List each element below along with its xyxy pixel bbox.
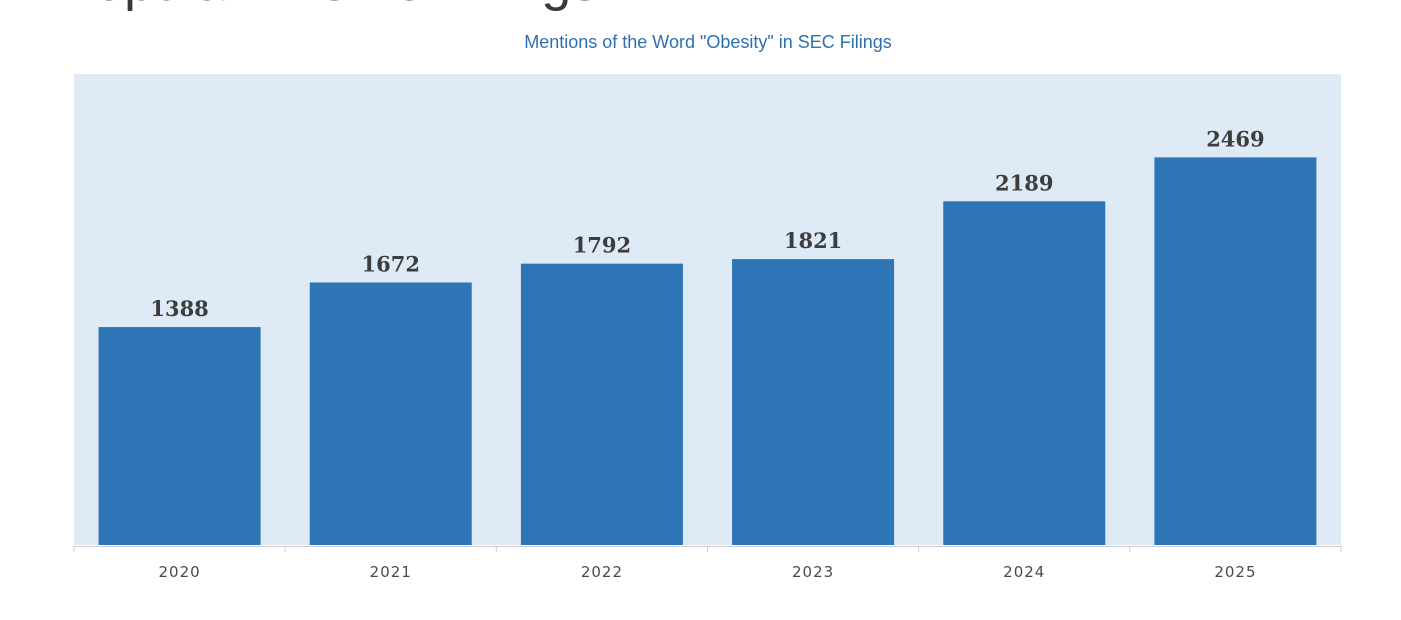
bar-2021 bbox=[309, 282, 472, 545]
bar-2024 bbox=[943, 201, 1106, 545]
bar-2022 bbox=[520, 263, 683, 545]
bar-labels-group: 1388 1672 1792 1821 2189 2469 bbox=[150, 126, 1264, 321]
bar-value-label-2021: 1672 bbox=[362, 251, 420, 276]
x-tick-label-2021: 2021 bbox=[370, 563, 412, 581]
bar-value-label-2025: 2469 bbox=[1206, 126, 1264, 151]
bar-2020 bbox=[98, 327, 261, 545]
bar-value-label-2022: 1792 bbox=[573, 233, 631, 258]
x-tick-label-2023: 2023 bbox=[792, 563, 834, 581]
plot-background bbox=[74, 74, 1341, 545]
bar-value-label-2024: 2189 bbox=[995, 170, 1053, 195]
chart-title: Mentions of the Word "Obesity" in SEC Fi… bbox=[524, 32, 892, 52]
x-tick-label-2024: 2024 bbox=[1003, 563, 1045, 581]
bar-2025 bbox=[1154, 157, 1317, 545]
x-tick-labels-group: 2020 2021 2022 2023 2024 2025 bbox=[158, 563, 1256, 581]
x-ticks-group bbox=[73, 546, 1342, 552]
bars-group bbox=[98, 157, 1317, 545]
x-tick-label-2025: 2025 bbox=[1214, 563, 1256, 581]
x-tick-label-2022: 2022 bbox=[581, 563, 623, 581]
page-heading: Popular in SEC Filings bbox=[58, 0, 598, 12]
bar-value-label-2020: 1388 bbox=[150, 296, 208, 321]
x-tick-label-2020: 2020 bbox=[158, 563, 200, 581]
bar-2023 bbox=[732, 259, 895, 545]
bar-value-label-2023: 1821 bbox=[784, 228, 842, 253]
